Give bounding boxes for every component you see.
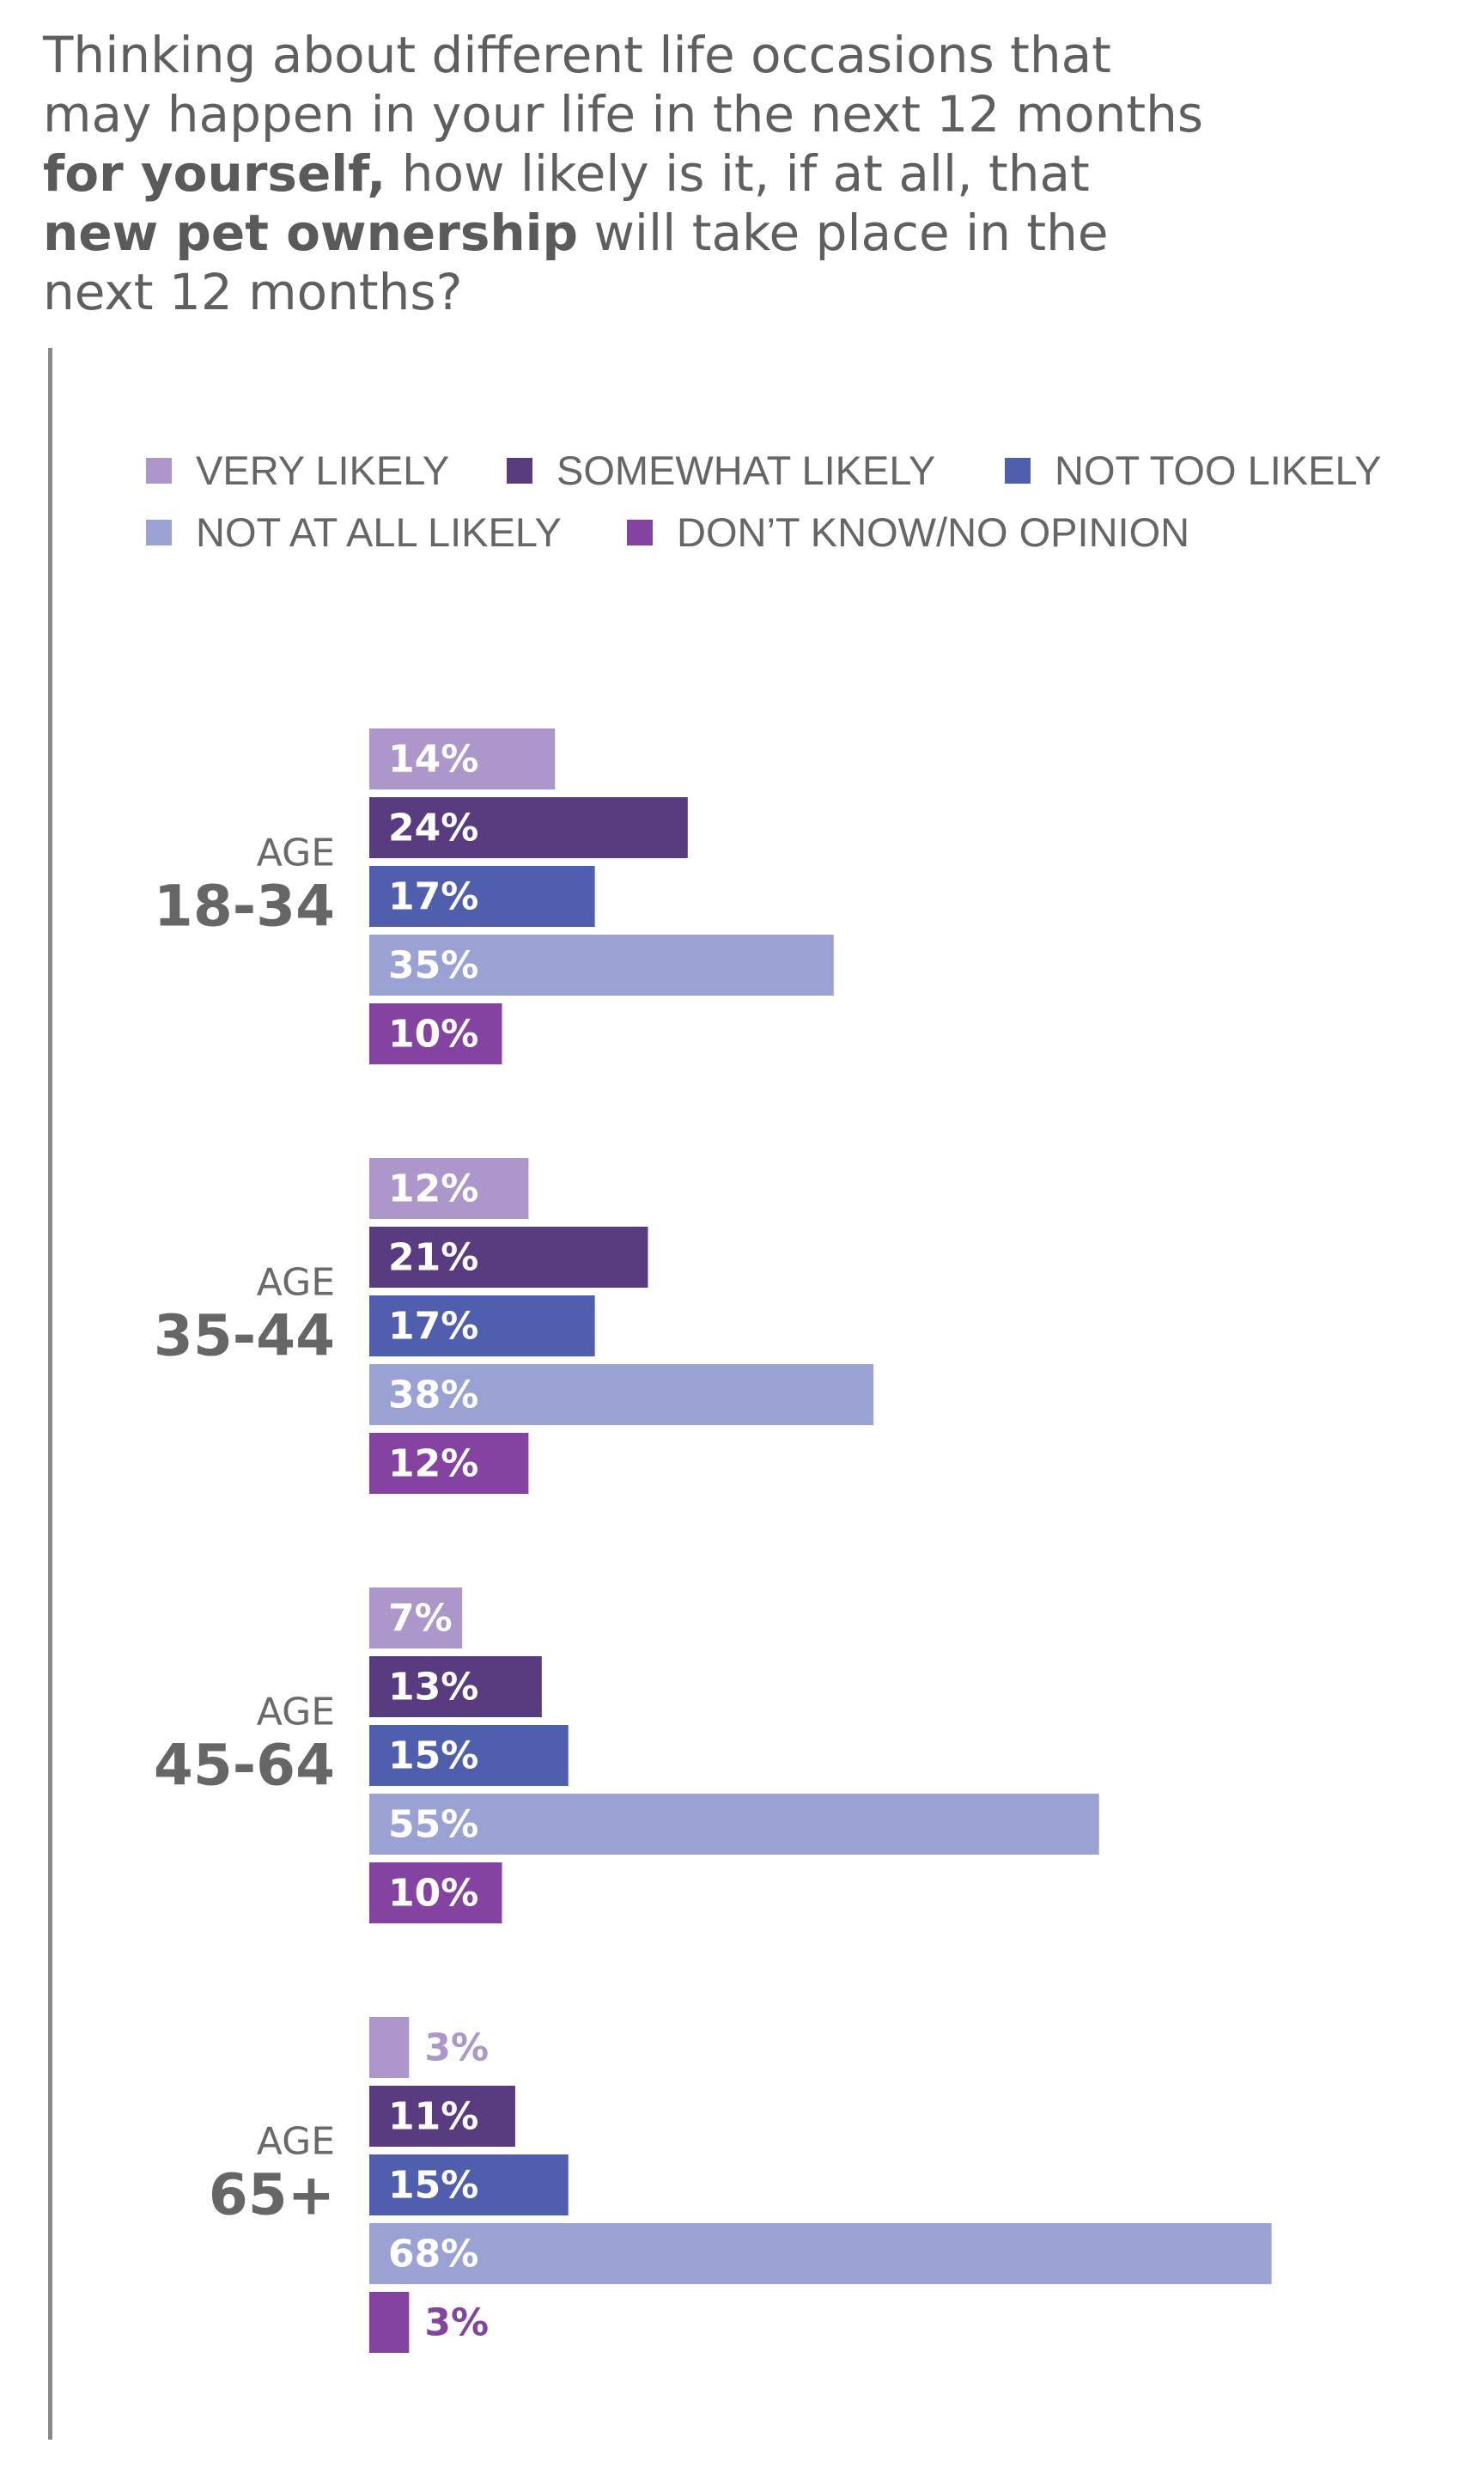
group-label-age-45-64: AGE — [257, 1691, 335, 1734]
question-line-3: how likely is it, if at all, that — [386, 144, 1090, 203]
bar-65-somewhat-likely — [369, 2086, 515, 2147]
bar-label-35-44-don-t-know-no-opinion: 12% — [388, 1442, 478, 1486]
bar-45-64-very-likely — [369, 1587, 463, 1648]
bar-label-35-44-not-at-all-likely: 38% — [388, 1374, 478, 1417]
bar-label-65-very-likely: 3% — [424, 2026, 489, 2070]
legend-label-very-likely: VERY LIKELY — [196, 448, 450, 493]
question-emphasis-new-pet-ownership: new pet ownership — [43, 204, 579, 262]
bar-label-18-34-don-t-know-no-opinion: 10% — [388, 1013, 478, 1057]
bar-35-44-very-likely — [369, 1158, 529, 1219]
bar-18-34-not-too-likely — [369, 866, 595, 927]
bar-18-34-somewhat-likely — [369, 797, 688, 858]
bar-label-65-somewhat-likely: 11% — [388, 2095, 478, 2139]
question-emphasis-for-yourself: for yourself, — [43, 144, 386, 203]
legend-item-somewhat-likely: SOMEWHAT LIKELY — [507, 447, 935, 494]
bar-label-65-don-t-know-no-opinion: 3% — [424, 2301, 489, 2345]
legend-item-dont-know: DON’T KNOW/NO OPINION — [627, 509, 1189, 556]
legend-label-not-at-all-likely: NOT AT ALL LIKELY — [196, 509, 562, 555]
legend-item-not-at-all-likely: NOT AT ALL LIKELY — [146, 509, 562, 556]
bar-label-18-34-not-at-all-likely: 35% — [388, 944, 478, 988]
bar-35-44-not-at-all-likely — [369, 1364, 874, 1425]
question-line-5: next 12 months? — [43, 263, 463, 321]
bar-65-don-t-know-no-opinion — [369, 2292, 410, 2353]
legend-item-very-likely: VERY LIKELY — [146, 447, 449, 494]
legend-swatch-not-too-likely — [1005, 457, 1031, 484]
bar-18-34-don-t-know-no-opinion — [369, 1003, 502, 1064]
legend-swatch-not-at-all-likely — [146, 519, 172, 545]
bar-label-18-34-somewhat-likely: 24% — [388, 807, 478, 850]
bar-label-45-64-very-likely: 7% — [388, 1597, 453, 1641]
question-line-4: will take place in the — [578, 204, 1109, 262]
bar-label-18-34-not-too-likely: 17% — [388, 875, 478, 919]
legend-swatch-somewhat-likely — [507, 457, 532, 484]
bar-label-18-34-very-likely: 14% — [388, 738, 478, 782]
bar-65-very-likely — [369, 2017, 410, 2078]
chart-legend: VERY LIKELY SOMEWHAT LIKELY NOT TOO LIKE… — [146, 447, 1451, 576]
group-label-range-65: 65+ — [209, 2162, 335, 2228]
question-line-1: Thinking about different life occasions … — [43, 26, 1111, 84]
bar-label-65-not-too-likely: 15% — [388, 2164, 478, 2208]
bar-45-64-not-too-likely — [369, 1725, 569, 1786]
bar-35-44-somewhat-likely — [369, 1227, 648, 1288]
bar-35-44-don-t-know-no-opinion — [369, 1433, 529, 1494]
group-label-age-18-34: AGE — [257, 832, 335, 875]
question-title: Thinking about different life occasions … — [43, 26, 1451, 322]
left-frame-line — [48, 348, 52, 2440]
bar-45-64-not-at-all-likely — [369, 1794, 1099, 1855]
bar-label-65-not-at-all-likely: 68% — [388, 2233, 478, 2276]
bar-45-64-somewhat-likely — [369, 1656, 542, 1717]
legend-label-not-too-likely: NOT TOO LIKELY — [1055, 448, 1382, 493]
group-label-range-35-44: 35-44 — [154, 1303, 335, 1369]
legend-swatch-very-likely — [146, 457, 172, 484]
bar-label-35-44-not-too-likely: 17% — [388, 1305, 478, 1349]
bar-label-35-44-very-likely: 12% — [388, 1167, 478, 1211]
legend-item-not-too-likely: NOT TOO LIKELY — [1005, 447, 1382, 494]
bar-18-34-not-at-all-likely — [369, 935, 834, 996]
question-line-2: may happen in your life in the next 12 m… — [43, 85, 1204, 143]
bar-35-44-not-too-likely — [369, 1295, 595, 1356]
bar-45-64-don-t-know-no-opinion — [369, 1862, 502, 1923]
bar-label-35-44-somewhat-likely: 21% — [388, 1236, 478, 1280]
group-label-age-65: AGE — [257, 2120, 335, 2164]
bar-18-34-very-likely — [369, 728, 556, 789]
bar-label-45-64-not-at-all-likely: 55% — [388, 1803, 478, 1847]
group-label-range-18-34: 18-34 — [154, 874, 335, 940]
bar-label-45-64-not-too-likely: 15% — [388, 1734, 478, 1778]
bar-65-not-too-likely — [369, 2154, 569, 2215]
group-label-range-45-64: 45-64 — [154, 1733, 335, 1799]
group-label-age-35-44: AGE — [257, 1261, 335, 1305]
bar-65-not-at-all-likely — [369, 2223, 1272, 2284]
legend-swatch-dont-know — [627, 519, 653, 545]
bar-label-45-64-somewhat-likely: 13% — [388, 1666, 478, 1709]
legend-label-somewhat-likely: SOMEWHAT LIKELY — [556, 448, 936, 493]
legend-label-dont-know: DON’T KNOW/NO OPINION — [677, 509, 1190, 555]
bar-label-45-64-don-t-know-no-opinion: 10% — [388, 1872, 478, 1916]
